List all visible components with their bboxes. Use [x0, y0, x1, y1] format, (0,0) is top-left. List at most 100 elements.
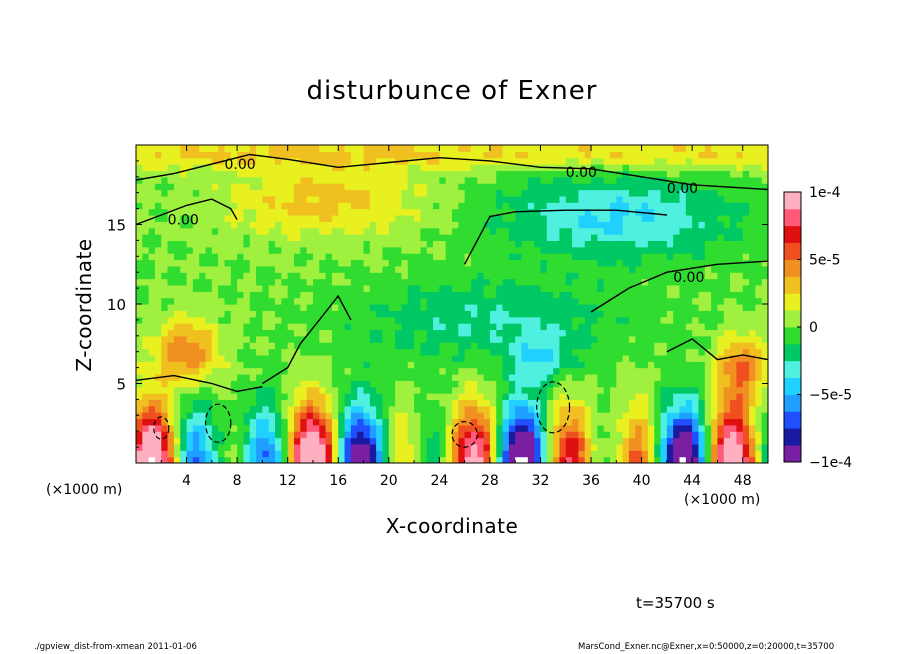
heat-cell	[698, 253, 706, 261]
heat-cell	[749, 316, 756, 324]
heat-cell	[230, 259, 238, 267]
heat-cell	[452, 361, 459, 369]
heat-cell	[186, 386, 194, 394]
heat-cell	[414, 234, 421, 241]
heat-cell	[401, 246, 409, 254]
heat-cell	[224, 227, 232, 235]
heat-cell	[679, 399, 687, 407]
heat-cell	[553, 208, 561, 216]
heat-cell	[414, 208, 421, 216]
heat-cell	[508, 342, 516, 350]
heat-cell	[218, 253, 226, 261]
heat-cell	[180, 380, 188, 388]
heat-cell	[458, 157, 466, 165]
heat-cell	[445, 316, 453, 324]
heat-cell	[508, 443, 516, 451]
heat-cell	[546, 329, 554, 337]
heat-cell	[730, 418, 737, 426]
heat-cell	[154, 234, 162, 241]
heat-cell	[610, 323, 617, 331]
heat-cell	[464, 189, 472, 197]
heat-cell	[414, 393, 421, 400]
heat-cell	[641, 386, 649, 394]
heat-cell	[338, 183, 346, 191]
heat-cell	[464, 348, 472, 356]
heat-cell	[439, 450, 447, 458]
heat-cell	[439, 424, 447, 432]
heat-cell	[161, 456, 169, 463]
heat-cell	[211, 456, 219, 463]
heat-cell	[224, 176, 232, 184]
heat-cell	[546, 380, 554, 388]
heat-cell	[300, 145, 308, 152]
heat-cell	[433, 316, 440, 324]
heat-cell	[749, 272, 756, 280]
heat-cell	[458, 437, 466, 445]
heat-cell	[679, 176, 687, 184]
heat-cell	[275, 272, 282, 280]
heat-cell	[666, 208, 674, 216]
heat-cell	[205, 361, 213, 369]
heat-cell	[723, 437, 731, 445]
heat-cell	[382, 443, 390, 451]
heat-cell	[369, 367, 377, 375]
heat-cell	[508, 291, 516, 299]
heat-cell	[685, 418, 693, 426]
heat-cell	[243, 316, 251, 324]
heat-cell	[281, 176, 289, 184]
heat-cell	[452, 253, 459, 261]
heat-cell	[572, 265, 579, 273]
heat-cell	[483, 418, 491, 426]
heat-cell	[515, 380, 523, 388]
heat-cell	[553, 183, 561, 191]
heat-cell	[224, 393, 232, 400]
heat-cell	[199, 234, 207, 241]
heat-cell	[755, 176, 763, 184]
heat-cell	[610, 145, 617, 152]
heat-cell	[742, 214, 750, 222]
heat-cell	[256, 380, 263, 388]
heat-cell	[445, 189, 453, 197]
heat-cell	[464, 214, 472, 222]
heat-cell	[622, 405, 630, 413]
heat-cell	[243, 335, 251, 343]
heat-cell	[711, 240, 719, 248]
heat-cell	[666, 240, 674, 248]
heat-cell	[249, 214, 257, 222]
heat-cell	[426, 227, 434, 235]
heat-cell	[439, 157, 447, 165]
heat-cell	[628, 329, 636, 337]
heat-cell	[401, 412, 409, 420]
heat-cell	[565, 450, 573, 458]
heat-cell	[420, 170, 428, 178]
heat-cell	[306, 265, 314, 273]
heat-cell	[401, 418, 409, 426]
heat-cell	[369, 399, 377, 407]
heat-cell	[502, 151, 510, 159]
heat-cell	[192, 246, 200, 254]
heat-cell	[761, 259, 768, 267]
heat-cell	[338, 386, 346, 394]
heat-cell	[641, 373, 649, 381]
heat-cell	[711, 342, 719, 350]
heat-cell	[572, 354, 579, 362]
heat-cell	[136, 253, 143, 261]
heat-cell	[698, 342, 706, 350]
heat-cell	[237, 412, 245, 420]
heat-cell	[395, 189, 403, 197]
heat-cell	[679, 189, 687, 197]
heat-cell	[173, 418, 181, 426]
heat-cell	[154, 380, 162, 388]
heat-cell	[540, 399, 548, 407]
heat-cell	[635, 297, 643, 305]
heat-cell	[761, 367, 768, 375]
heat-cell	[597, 373, 605, 381]
heat-cell	[401, 310, 409, 318]
heat-cell	[660, 259, 668, 267]
heat-cell	[433, 342, 440, 350]
heat-cell	[673, 259, 681, 267]
heat-cell	[666, 310, 674, 318]
heat-cell	[281, 297, 289, 305]
heat-cell	[565, 145, 573, 152]
heat-cell	[173, 234, 181, 241]
